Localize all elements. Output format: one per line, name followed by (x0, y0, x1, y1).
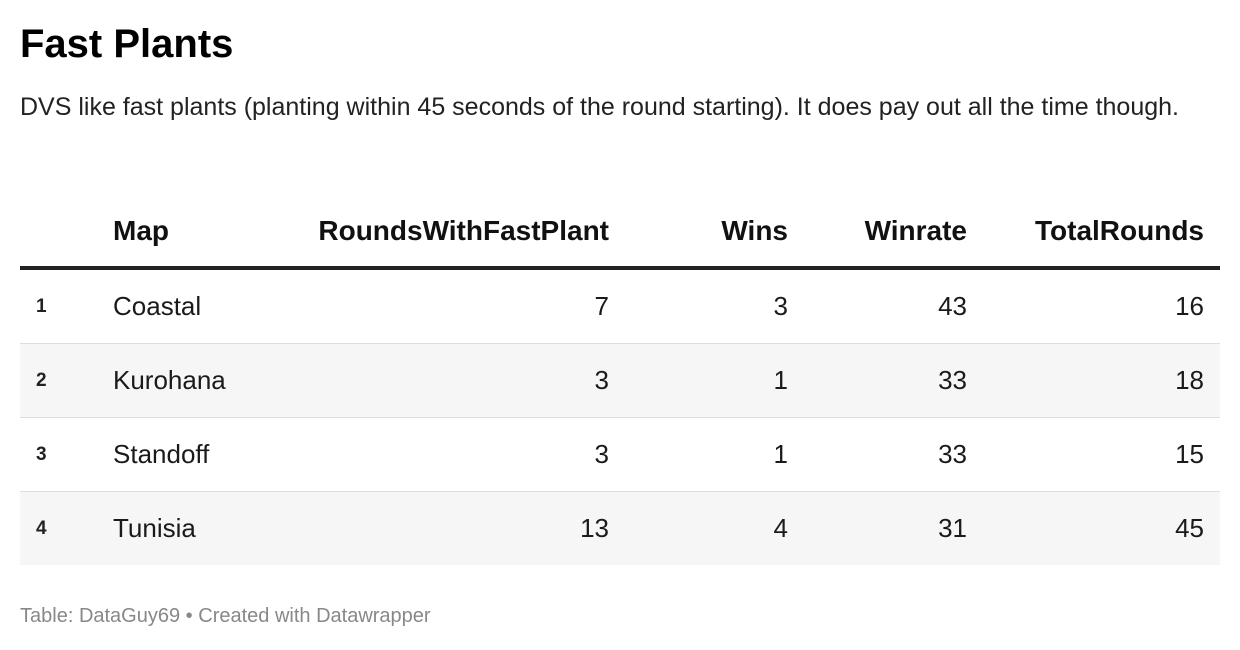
chart-footer: Table: DataGuy69 • Created with Datawrap… (20, 604, 431, 628)
rank-cell: 3 (20, 417, 113, 492)
total-rounds-cell: 18 (983, 343, 1220, 418)
total-rounds-cell: 16 (983, 268, 1220, 344)
column-header-total-rounds[interactable]: TotalRounds (983, 196, 1220, 270)
rank-cell: 2 (20, 343, 113, 418)
total-rounds-cell: 15 (983, 417, 1220, 492)
rounds-with-fast-plant-cell: 3 (273, 343, 625, 418)
rank-cell: 4 (20, 491, 113, 565)
wins-cell: 1 (625, 417, 804, 492)
data-table: Map RoundsWithFastPlant Wins Winrate Tot… (20, 196, 1220, 565)
source-name: DataGuy69 (78, 605, 181, 627)
winrate-cell: 33 (804, 417, 983, 492)
total-rounds-cell: 45 (983, 491, 1220, 565)
winrate-cell: 33 (804, 343, 983, 418)
column-header-wins[interactable]: Wins (625, 196, 804, 270)
rounds-with-fast-plant-cell: 13 (273, 491, 625, 565)
map-cell: Coastal (113, 268, 273, 344)
map-cell: Tunisia (113, 491, 273, 565)
winrate-cell: 43 (804, 268, 983, 344)
wins-cell: 3 (625, 268, 804, 344)
winrate-cell: 31 (804, 491, 983, 565)
column-header-rounds-with-fast-plant[interactable]: RoundsWithFastPlant (273, 196, 625, 270)
wins-cell: 4 (625, 491, 804, 565)
column-header-map[interactable]: Map (113, 196, 273, 270)
source-label: Table: (20, 605, 74, 627)
map-cell: Kurohana (113, 343, 273, 418)
table-row: 4 Tunisia 13 4 31 45 (20, 491, 1220, 565)
table-header-row: Map RoundsWithFastPlant Wins Winrate Tot… (20, 196, 1220, 270)
rank-cell: 1 (20, 268, 113, 344)
datawrapper-credit-link[interactable]: Created with Datawrapper (198, 605, 431, 627)
chart-title: Fast Plants (20, 22, 234, 66)
footer-separator: • (185, 605, 193, 627)
chart-subtitle: DVS like fast plants (planting within 45… (20, 93, 1179, 121)
column-header-rank[interactable] (20, 196, 113, 270)
map-cell: Standoff (113, 417, 273, 492)
column-header-winrate[interactable]: Winrate (804, 196, 983, 270)
table-row: 2 Kurohana 3 1 33 18 (20, 343, 1220, 418)
rounds-with-fast-plant-cell: 3 (273, 417, 625, 492)
wins-cell: 1 (625, 343, 804, 418)
table-row: 3 Standoff 3 1 33 15 (20, 417, 1220, 492)
table-row: 1 Coastal 7 3 43 16 (20, 268, 1220, 344)
rounds-with-fast-plant-cell: 7 (273, 268, 625, 344)
